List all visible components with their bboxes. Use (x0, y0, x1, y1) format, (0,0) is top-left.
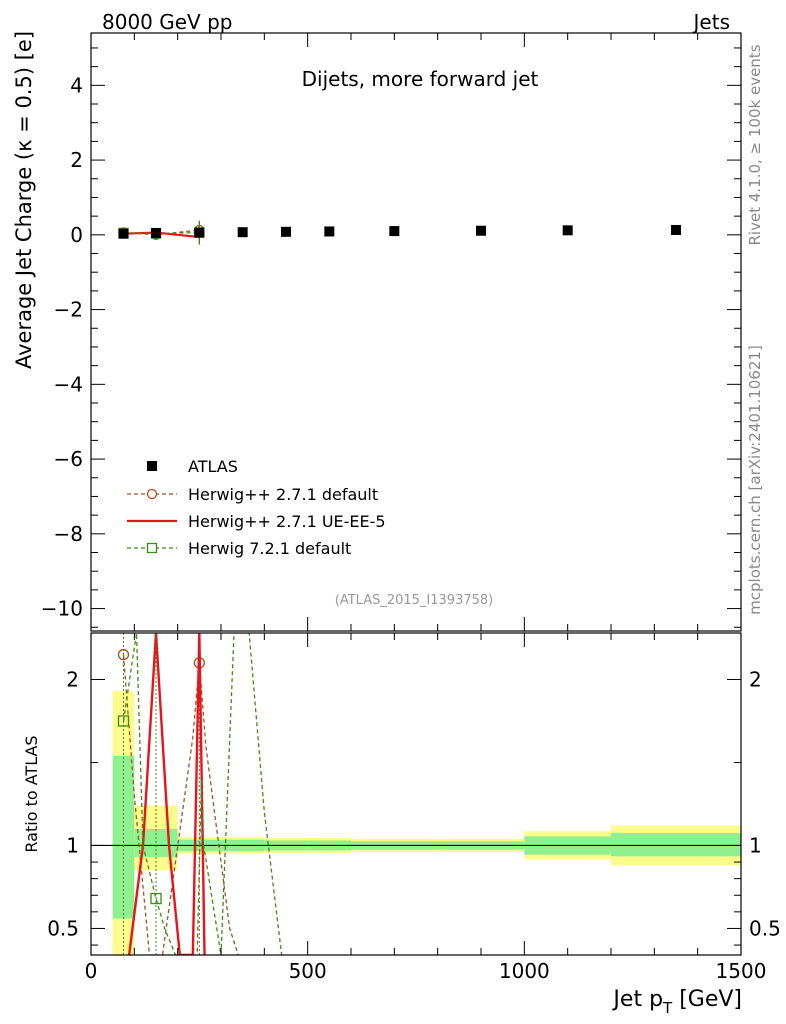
ratio-line (122, 633, 283, 955)
mc-line (123, 231, 200, 235)
ratio-marker (117, 715, 130, 727)
x-tick-label: 1500 (716, 959, 767, 983)
main-plot-frame (90, 32, 742, 632)
ratio-y-tick-label-right: 1 (749, 833, 762, 857)
ratio-line (122, 654, 239, 955)
header-process-label: Jets (692, 10, 730, 34)
y-tick-label: 4 (70, 73, 83, 97)
ratio-line (127, 633, 206, 955)
y-tick-label: 0 (70, 223, 83, 247)
x-tick-label: 0 (85, 959, 98, 983)
main-plot-panel: 420−2−4−6−8−10 Dijets, more forward jet … (12, 31, 742, 632)
ratio-y-axis-label: Ratio to ATLAS (22, 735, 41, 852)
data-point (562, 225, 573, 236)
legend-label: Herwig 7.2.1 default (188, 539, 351, 558)
data-point (151, 227, 161, 238)
data-point (118, 228, 129, 239)
legend-data-marker (147, 461, 157, 471)
x-tick-label: 1000 (499, 959, 550, 983)
y-tick-label: 2 (70, 148, 83, 172)
data-point (671, 224, 681, 235)
y-tick-label: −8 (54, 522, 83, 546)
ratio-y-tick-label: 1 (66, 833, 79, 857)
data-point (389, 226, 400, 237)
data-point (194, 227, 205, 238)
legend-label: Herwig++ 2.7.1 default (188, 485, 378, 504)
ratio-y-tick-label-right: 0.5 (749, 916, 781, 940)
legend-label: ATLAS (188, 457, 238, 476)
legend-label: Herwig++ 2.7.1 UE-EE-5 (188, 512, 386, 531)
ratio-y-tick-label-right: 2 (749, 667, 762, 691)
y-tick-label: −10 (41, 597, 83, 621)
ratio-marker (150, 892, 162, 905)
x-axis-label: Jet pT [GeV] (611, 987, 742, 1017)
legend-marker (146, 542, 158, 554)
ratio-plot-frame (90, 632, 742, 956)
uncertainty-band-green (611, 833, 741, 857)
data-point (476, 225, 486, 236)
legend-marker (146, 488, 158, 500)
data-point (324, 226, 335, 237)
header-energy-label: 8000 GeV pp (102, 10, 233, 34)
legend: ATLAS Herwig++ 2.7.1 default Herwig++ 2.7.… (127, 457, 386, 558)
y-tick-label: −2 (54, 298, 83, 322)
y-axis-label: Average Jet Charge (κ = 0.5) [e] (12, 31, 36, 369)
ratio-y-tick-label: 2 (66, 667, 79, 691)
rivet-version-label: Rivet 4.1.0, ≥ 100k events (746, 44, 764, 245)
source-url-label: mcplots.cern.ch [arXiv:2401.10621] (746, 345, 764, 615)
data-point (281, 226, 291, 237)
plot-title: Dijets, more forward jet (302, 67, 539, 91)
ratio-y-tick-label: 0.5 (47, 916, 79, 940)
x-tick-label: 500 (289, 959, 327, 983)
y-tick-label: −6 (54, 447, 83, 471)
ratio-plot-panel: 0.5 0.5 1 1 2 2 0 500 1000 1500 Ratio to ATLAS (22, 632, 781, 983)
y-tick-label: −4 (54, 372, 83, 396)
analysis-watermark: (ATLAS_2015_I1393758) (335, 593, 493, 608)
data-point (237, 227, 248, 238)
